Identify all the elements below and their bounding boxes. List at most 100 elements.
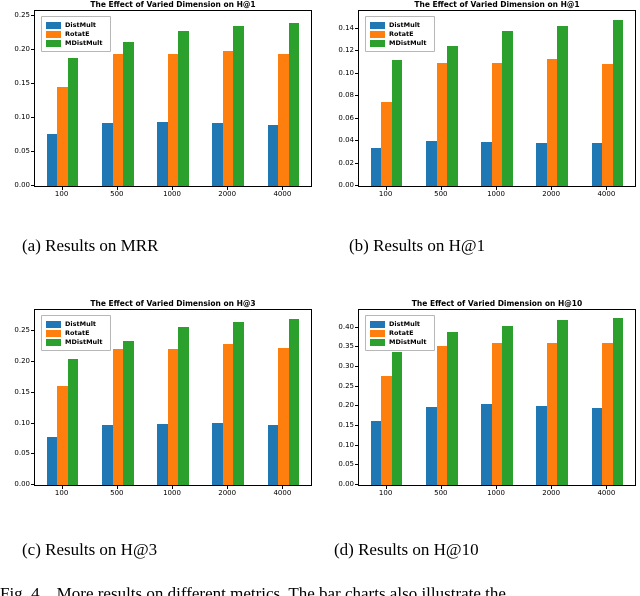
bar-mdistmult-1000 <box>178 30 189 186</box>
x-tick-label: 1000 <box>163 489 181 497</box>
plot-area: DistMult RotatE MDistMult <box>34 10 312 187</box>
bar-mdistmult-500 <box>447 45 458 186</box>
x-tick-mark <box>385 486 387 489</box>
legend-item: DistMult <box>370 21 427 29</box>
bar-mdistmult-2000 <box>557 25 568 186</box>
bar-mdistmult-4000 <box>288 318 300 485</box>
x-tick-mark <box>116 486 118 489</box>
bar-rotate-100 <box>57 386 68 485</box>
legend-item: DistMult <box>46 21 103 29</box>
subcaption-d: (d) Results on H@10 <box>334 540 479 559</box>
x-tick-label: 1000 <box>487 190 505 198</box>
bar-rotate-500 <box>112 348 124 485</box>
x-tick-label: 4000 <box>273 190 292 198</box>
x-tick-mark <box>227 187 229 190</box>
y-tick-mark <box>31 453 34 455</box>
bar-distmult-2000 <box>212 422 223 485</box>
y-tick-mark <box>31 185 34 186</box>
x-tick-mark <box>440 486 442 489</box>
bar-distmult-100 <box>370 421 382 485</box>
y-tick-mark <box>355 385 358 387</box>
chart-h10: The Effect of Varied Dimension on H@10 Di… <box>326 299 638 497</box>
y-tick-mark <box>31 484 34 485</box>
x-tick-mark <box>440 187 442 190</box>
y-tick-label: 0.05 <box>338 460 354 469</box>
bar-rotate-100 <box>381 375 392 485</box>
plot-area: DistMult RotatE MDistMult <box>358 309 636 486</box>
x-tick-mark <box>496 486 497 489</box>
legend-item: RotatE <box>370 30 427 38</box>
bar-rotate-100 <box>381 101 392 186</box>
bar-distmult-1000 <box>157 423 168 485</box>
legend-swatch-mdistmult <box>370 338 385 346</box>
y-tick-mark <box>355 444 358 446</box>
x-tick-label: 100 <box>54 190 69 198</box>
legend-label: RotatE <box>389 329 414 337</box>
bar-mdistmult-500 <box>123 41 134 186</box>
y-tick-mark <box>355 72 358 74</box>
legend-label: MDistMult <box>65 338 103 346</box>
bar-distmult-2000 <box>212 122 223 186</box>
x-tick-label: 500 <box>434 489 448 497</box>
x-tick-mark <box>61 187 63 190</box>
legend-label: MDistMult <box>389 338 427 346</box>
y-tick-label: 0.06 <box>338 113 354 122</box>
x-tick-mark <box>606 187 608 190</box>
legend-swatch-distmult <box>370 21 385 29</box>
y-tick-label: 0.20 <box>14 44 30 53</box>
bar-mdistmult-500 <box>123 340 134 485</box>
bar-distmult-4000 <box>267 425 279 485</box>
bar-rotate-2000 <box>222 343 234 485</box>
bar-distmult-500 <box>426 141 437 186</box>
bar-mdistmult-2000 <box>557 319 568 485</box>
legend-item: MDistMult <box>370 39 427 47</box>
y-tick-label: 0.15 <box>14 387 30 396</box>
x-tick-mark <box>282 187 284 190</box>
bar-mdistmult-100 <box>391 60 403 186</box>
legend-label: MDistMult <box>389 39 427 47</box>
y-tick-label: 0.00 <box>14 181 30 189</box>
x-tick-label: 4000 <box>273 489 292 497</box>
y-tick-label: 0.00 <box>338 480 354 488</box>
y-tick-mark <box>355 185 358 186</box>
y-tick-mark <box>31 330 34 332</box>
bar-rotate-4000 <box>602 342 613 485</box>
x-tick-mark <box>172 187 173 190</box>
legend-swatch-rotate <box>370 30 385 38</box>
bar-mdistmult-4000 <box>612 317 624 485</box>
x-tick-label: 2000 <box>218 190 237 198</box>
legend-swatch-distmult <box>46 21 61 29</box>
y-tick-label: 0.10 <box>338 68 354 77</box>
bar-rotate-100 <box>57 87 68 186</box>
bar-distmult-4000 <box>591 143 603 186</box>
x-tick-mark <box>606 486 608 489</box>
legend-item: DistMult <box>46 320 103 328</box>
x-tick-label: 2000 <box>218 489 237 497</box>
bar-mdistmult-4000 <box>288 22 300 186</box>
legend-label: MDistMult <box>65 39 103 47</box>
bar-distmult-500 <box>102 123 113 186</box>
y-tick-label: 0.00 <box>338 181 354 189</box>
y-tick-label: 0.00 <box>14 480 30 488</box>
bar-distmult-500 <box>102 425 113 485</box>
legend-item: RotatE <box>46 329 103 337</box>
legend-item: DistMult <box>370 320 427 328</box>
y-tick-mark <box>355 140 358 142</box>
legend: DistMult RotatE MDistMult <box>365 16 435 52</box>
bar-rotate-2000 <box>546 342 558 485</box>
legend-swatch-distmult <box>370 320 385 328</box>
bar-distmult-100 <box>46 133 58 186</box>
legend-label: DistMult <box>389 320 421 328</box>
legend-swatch-rotate <box>46 329 61 337</box>
bar-rotate-1000 <box>491 343 503 485</box>
legend-swatch-rotate <box>46 30 61 38</box>
chart-title: The Effect of Varied Dimension on H@1 <box>414 0 580 9</box>
y-tick-mark <box>355 27 358 29</box>
bar-rotate-500 <box>436 62 448 186</box>
bar-distmult-1000 <box>157 122 168 186</box>
subcaption-b: (b) Results on H@1 <box>349 236 486 255</box>
legend-item: MDistMult <box>46 338 103 346</box>
legend-label: DistMult <box>389 21 421 29</box>
bar-mdistmult-500 <box>447 332 458 485</box>
y-tick-label: 0.20 <box>338 401 354 410</box>
